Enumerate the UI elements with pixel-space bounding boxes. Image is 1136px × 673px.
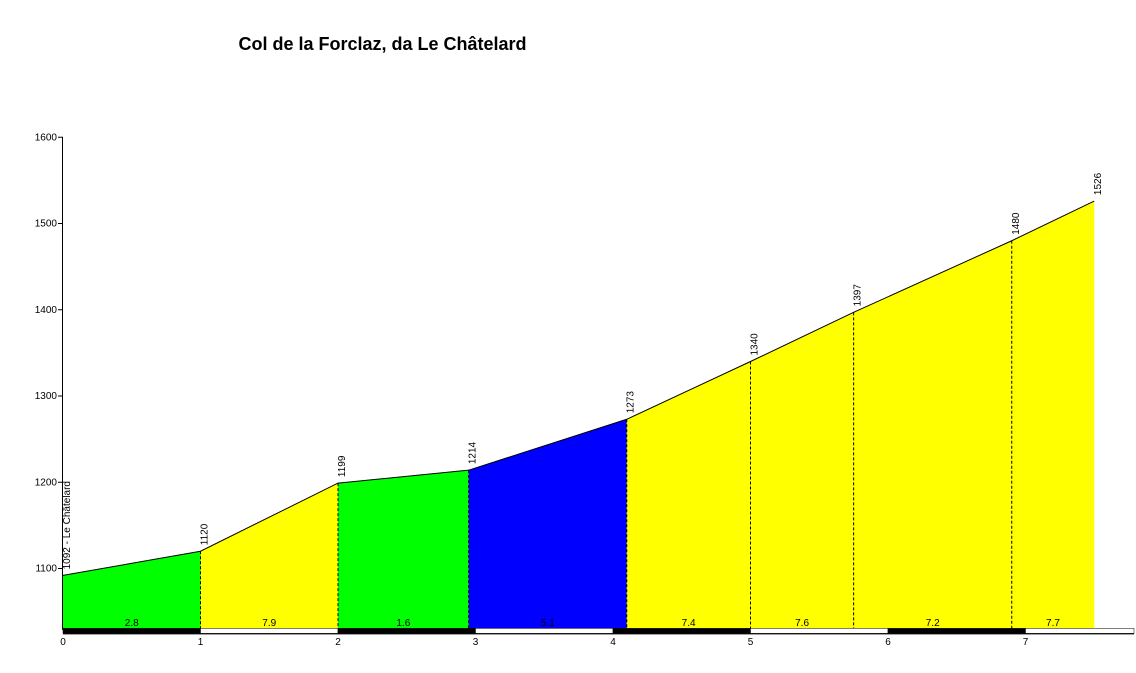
profile-segment-6 [750,312,854,629]
x-tick-label: 3 [473,637,479,648]
x-tick-label: 0 [60,637,66,648]
x-tick-label: 1 [198,637,204,648]
segment-gradient-label: 5.1 [541,618,555,629]
profile-segment-5 [626,361,751,629]
elevation-label: 1480 [1011,212,1022,235]
segment-gradient-label: 7.6 [795,618,809,629]
km-bar-cell [612,628,751,634]
elevation-label: 1092 - Le Châtelard [62,481,73,569]
profile-segment-8 [1011,201,1095,629]
elevation-label: 1273 [626,391,637,414]
profile-segment-4 [468,419,627,629]
segment-gradient-label: 1.6 [396,618,410,629]
profile-segment-7 [853,240,1012,629]
km-bar-cell [750,628,889,634]
x-tick-label: 4 [610,637,616,648]
profile-segment-1 [63,551,201,629]
elevation-label: 1526 [1093,172,1104,195]
profile-segment-3 [338,470,469,629]
elevation-label: 1340 [750,333,761,356]
elevation-label: 1199 [337,455,348,477]
km-bar-cell [200,628,339,634]
segment-gradient-label: 7.7 [1046,618,1060,629]
x-tick-label: 2 [335,637,341,648]
y-tick-label: 1200 [35,477,58,488]
km-bar-cell [475,628,614,634]
y-tick-label: 1600 [35,132,58,143]
km-bar-cell [337,628,476,634]
segment-gradient-label: 2.8 [125,618,139,629]
elevation-label: 1214 [468,441,479,464]
segment-gradient-label: 7.9 [262,618,276,629]
elevation-label: 1120 [200,523,211,545]
km-bar-cell [62,628,201,634]
segment-gradient-label: 7.2 [926,618,940,629]
km-bar-cell [1025,628,1135,634]
elevation-label: 1397 [853,284,864,307]
chart-title: Col de la Forclaz, da Le Châtelard [238,34,527,54]
y-tick-label: 1400 [35,305,58,316]
y-tick-label: 1100 [35,564,57,575]
y-tick-label: 1500 [35,219,58,230]
profile-segment-2 [200,483,338,629]
x-tick-label: 6 [885,637,891,648]
x-tick-label: 7 [1023,637,1029,648]
segment-gradient-label: 7.4 [682,618,696,629]
y-tick-label: 1300 [35,391,58,402]
x-tick-label: 5 [748,637,754,648]
km-bar-cell [887,628,1026,634]
